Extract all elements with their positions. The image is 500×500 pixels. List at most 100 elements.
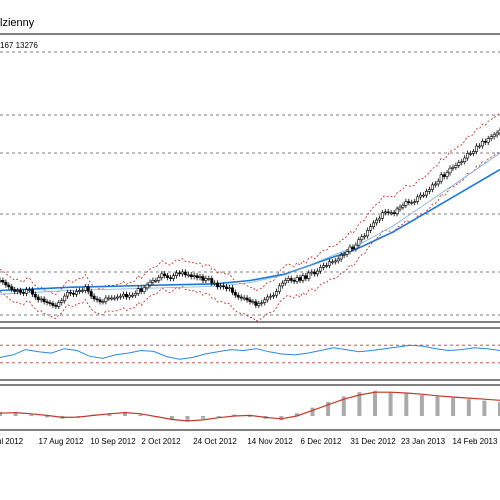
candle-body [395, 208, 399, 214]
candle-body [321, 265, 325, 268]
candle-body [57, 302, 61, 307]
candle-body [363, 235, 367, 238]
bollinger-upper-band [0, 112, 500, 296]
candle-body [386, 211, 390, 214]
candle-body [157, 277, 161, 281]
candle-body [98, 299, 102, 302]
candle-body [383, 211, 387, 214]
macd-histogram-bar [29, 414, 34, 416]
candle-body [492, 134, 496, 138]
candle-body [333, 260, 337, 263]
date-axis-label: 23 Jan 2013 [400, 437, 446, 446]
moving-average-fast [0, 152, 500, 295]
candle-body [298, 277, 302, 281]
candle-body [451, 167, 455, 169]
candle-body [436, 180, 440, 185]
candle-body [166, 275, 170, 278]
macd-signal-line [0, 391, 500, 422]
candle-body [413, 201, 417, 203]
candle-body [401, 205, 405, 208]
candle-body [116, 296, 120, 299]
candle-body [336, 258, 340, 262]
candle-body [24, 289, 28, 294]
candle-body [216, 282, 220, 288]
candle-body [389, 212, 393, 214]
macd-histogram-bar [294, 413, 299, 416]
candle-body [295, 277, 299, 282]
candle-body [72, 292, 76, 295]
candle-body [248, 299, 252, 302]
candle-body [1, 279, 5, 283]
bollinger-lower-band [0, 150, 500, 322]
candle-body [195, 275, 199, 278]
candle-body [419, 194, 423, 198]
candle-body [313, 271, 317, 275]
macd-histogram-bar [388, 392, 393, 416]
candle-body [77, 290, 81, 292]
candle-body [330, 261, 334, 264]
candle-body [172, 275, 176, 279]
candle-body [433, 183, 437, 186]
candle-body [207, 278, 211, 280]
candle-body [292, 279, 296, 282]
candle-body [277, 285, 281, 292]
macd-histogram-bar [123, 411, 127, 416]
macd-histogram-bar [169, 416, 174, 421]
macd-histogram-bar [279, 416, 284, 421]
candle-body [286, 278, 290, 281]
candle-body [133, 292, 137, 296]
candle-body [392, 212, 396, 214]
candle-body [210, 278, 214, 284]
candle-body [213, 282, 217, 285]
candle-body [254, 301, 258, 306]
candle-body [357, 239, 361, 246]
candle-body [301, 275, 305, 281]
macd-histogram-bar [326, 402, 331, 416]
date-axis-label: 6 Dec 2012 [300, 437, 342, 446]
date-axis-label: 31 Dec 2012 [350, 437, 396, 446]
candle-body [236, 294, 240, 298]
moving-average-slow [0, 168, 500, 292]
candle-body [360, 236, 364, 240]
candle-body [442, 174, 446, 177]
macd-histogram-bar [310, 407, 315, 416]
candle-body [486, 138, 490, 143]
candle-body [10, 286, 14, 290]
candle-body [113, 297, 117, 300]
candle-body [148, 281, 152, 286]
macd-histogram-bar [373, 390, 377, 416]
candle-body [19, 290, 23, 293]
candle-body [75, 291, 79, 295]
macd-histogram-bar [138, 414, 143, 416]
candle-body [466, 153, 470, 159]
candle-body [445, 172, 449, 177]
candle-body [342, 254, 346, 256]
candle-body [380, 212, 384, 219]
candle-body [366, 230, 370, 237]
candle-body [424, 191, 428, 196]
candle-body [186, 274, 190, 277]
date-axis-label: 10 Sep 2012 [90, 437, 136, 446]
candle-body [266, 296, 270, 301]
candle-body [398, 206, 402, 210]
candle-body [16, 290, 20, 292]
candle-body [142, 287, 146, 292]
candle-body [177, 272, 181, 275]
candle-body [351, 246, 355, 250]
macd-histogram-bar [451, 397, 456, 416]
candle-body [474, 145, 478, 152]
candle-body [374, 219, 378, 224]
macd-histogram-bar [341, 396, 346, 416]
candle-body [145, 284, 149, 289]
candle-body [480, 141, 484, 147]
candle-body [316, 270, 320, 275]
candle-body [454, 165, 458, 168]
candle-body [369, 226, 373, 231]
macd-histogram-bar [498, 402, 500, 416]
candle-body [86, 286, 90, 292]
candle-body [136, 288, 140, 294]
macd-histogram-bar [404, 393, 409, 416]
candle-body [7, 284, 11, 288]
